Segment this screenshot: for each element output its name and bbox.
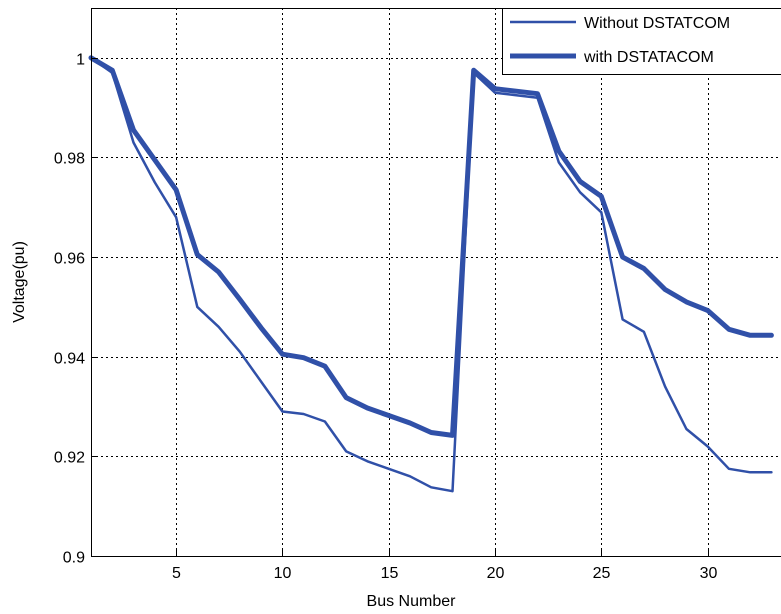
x-tick-label: 30 [700,565,718,582]
x-axis-label: Bus Number [367,593,457,610]
grid [91,8,781,556]
legend-label-without-dstatcom: Without DSTATCOM [584,15,730,32]
plot-area-frame [91,8,781,557]
y-tick-label: 0.92 [54,450,85,467]
x-tick-label: 20 [487,565,505,582]
y-tick-label: 0.9 [63,550,85,567]
x-tick-label: 5 [172,565,181,582]
y-tick-label: 0.94 [54,351,85,368]
axis-ticks: 5 10 15 20 25 30 0.9 0.92 0.94 0.96 0.98 1 [54,52,718,583]
y-tick-label: 0.96 [54,251,85,268]
x-tick-label: 10 [274,565,292,582]
legend-label-with-dstatacom: with DSTATACOM [583,49,714,66]
y-axis-label: Voltage(pu) [11,241,28,323]
x-tick-label: 15 [381,565,399,582]
legend: Without DSTATCOM with DSTATACOM [502,8,781,75]
series-layer [88,55,774,493]
y-tick-label: 1 [76,52,85,69]
legend-box [502,8,781,75]
series-line-with-dstatacom [88,55,774,438]
y-tick-label: 0.98 [54,151,85,168]
series-line-without-dstatcom [89,56,773,493]
x-tick-label: 25 [593,565,611,582]
